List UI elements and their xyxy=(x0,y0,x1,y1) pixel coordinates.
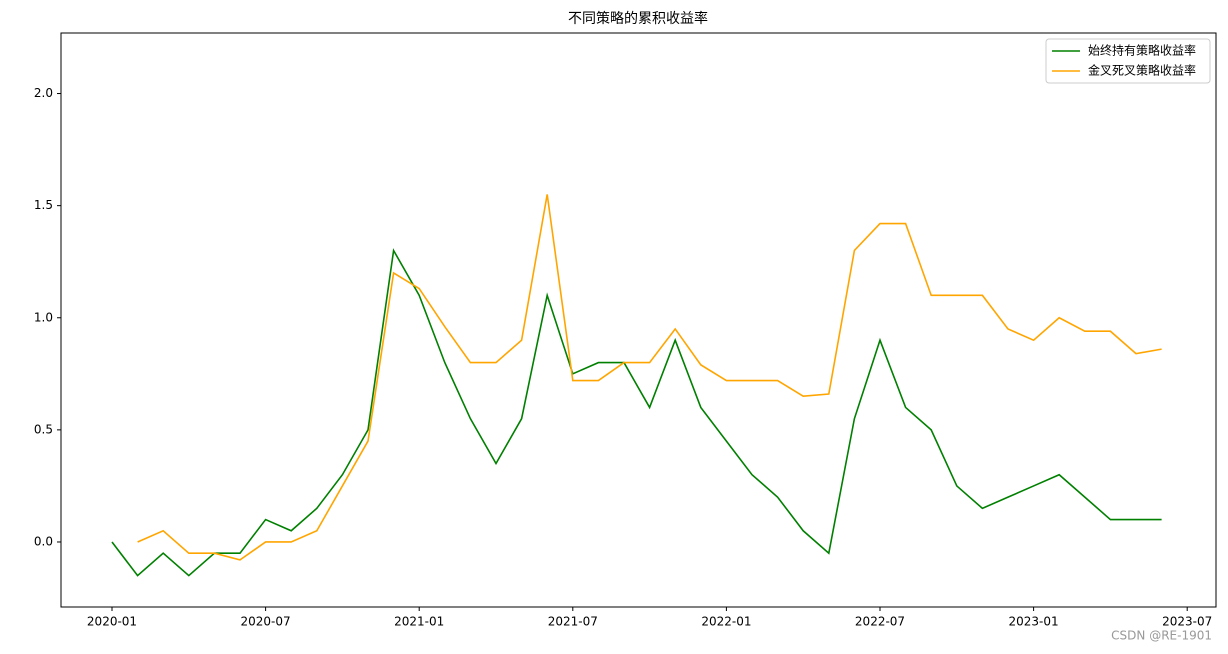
legend-box xyxy=(1045,38,1211,84)
legend-label: 金叉死叉策略收益率 xyxy=(1088,63,1196,78)
series-line xyxy=(137,194,1162,561)
series-line xyxy=(111,248,1162,577)
x-tick-label: 2022-01 xyxy=(701,615,751,629)
x-tick-label: 2020-07 xyxy=(241,615,291,629)
x-tick-label: 2023-01 xyxy=(1009,615,1059,629)
y-tick-label: 2.0 xyxy=(34,86,53,100)
x-tick-label: 2021-07 xyxy=(548,615,598,629)
watermark: CSDN @RE-1901 xyxy=(1111,629,1212,643)
y-tick-label: 1.5 xyxy=(34,198,53,212)
x-tick-label: 2021-01 xyxy=(394,615,444,629)
x-tick-label: 2020-01 xyxy=(87,615,137,629)
chart-title: 不同策略的累积收益率 xyxy=(568,10,708,27)
y-tick-label: 1.0 xyxy=(34,310,53,324)
y-tick-label: 0.0 xyxy=(34,534,53,548)
x-tick-label: 2023-07 xyxy=(1162,615,1212,629)
plot-frame xyxy=(60,32,1217,608)
x-tick-label: 2022-07 xyxy=(855,615,905,629)
y-tick-label: 0.5 xyxy=(34,422,53,436)
legend-label: 始终持有策略收益率 xyxy=(1088,43,1196,58)
